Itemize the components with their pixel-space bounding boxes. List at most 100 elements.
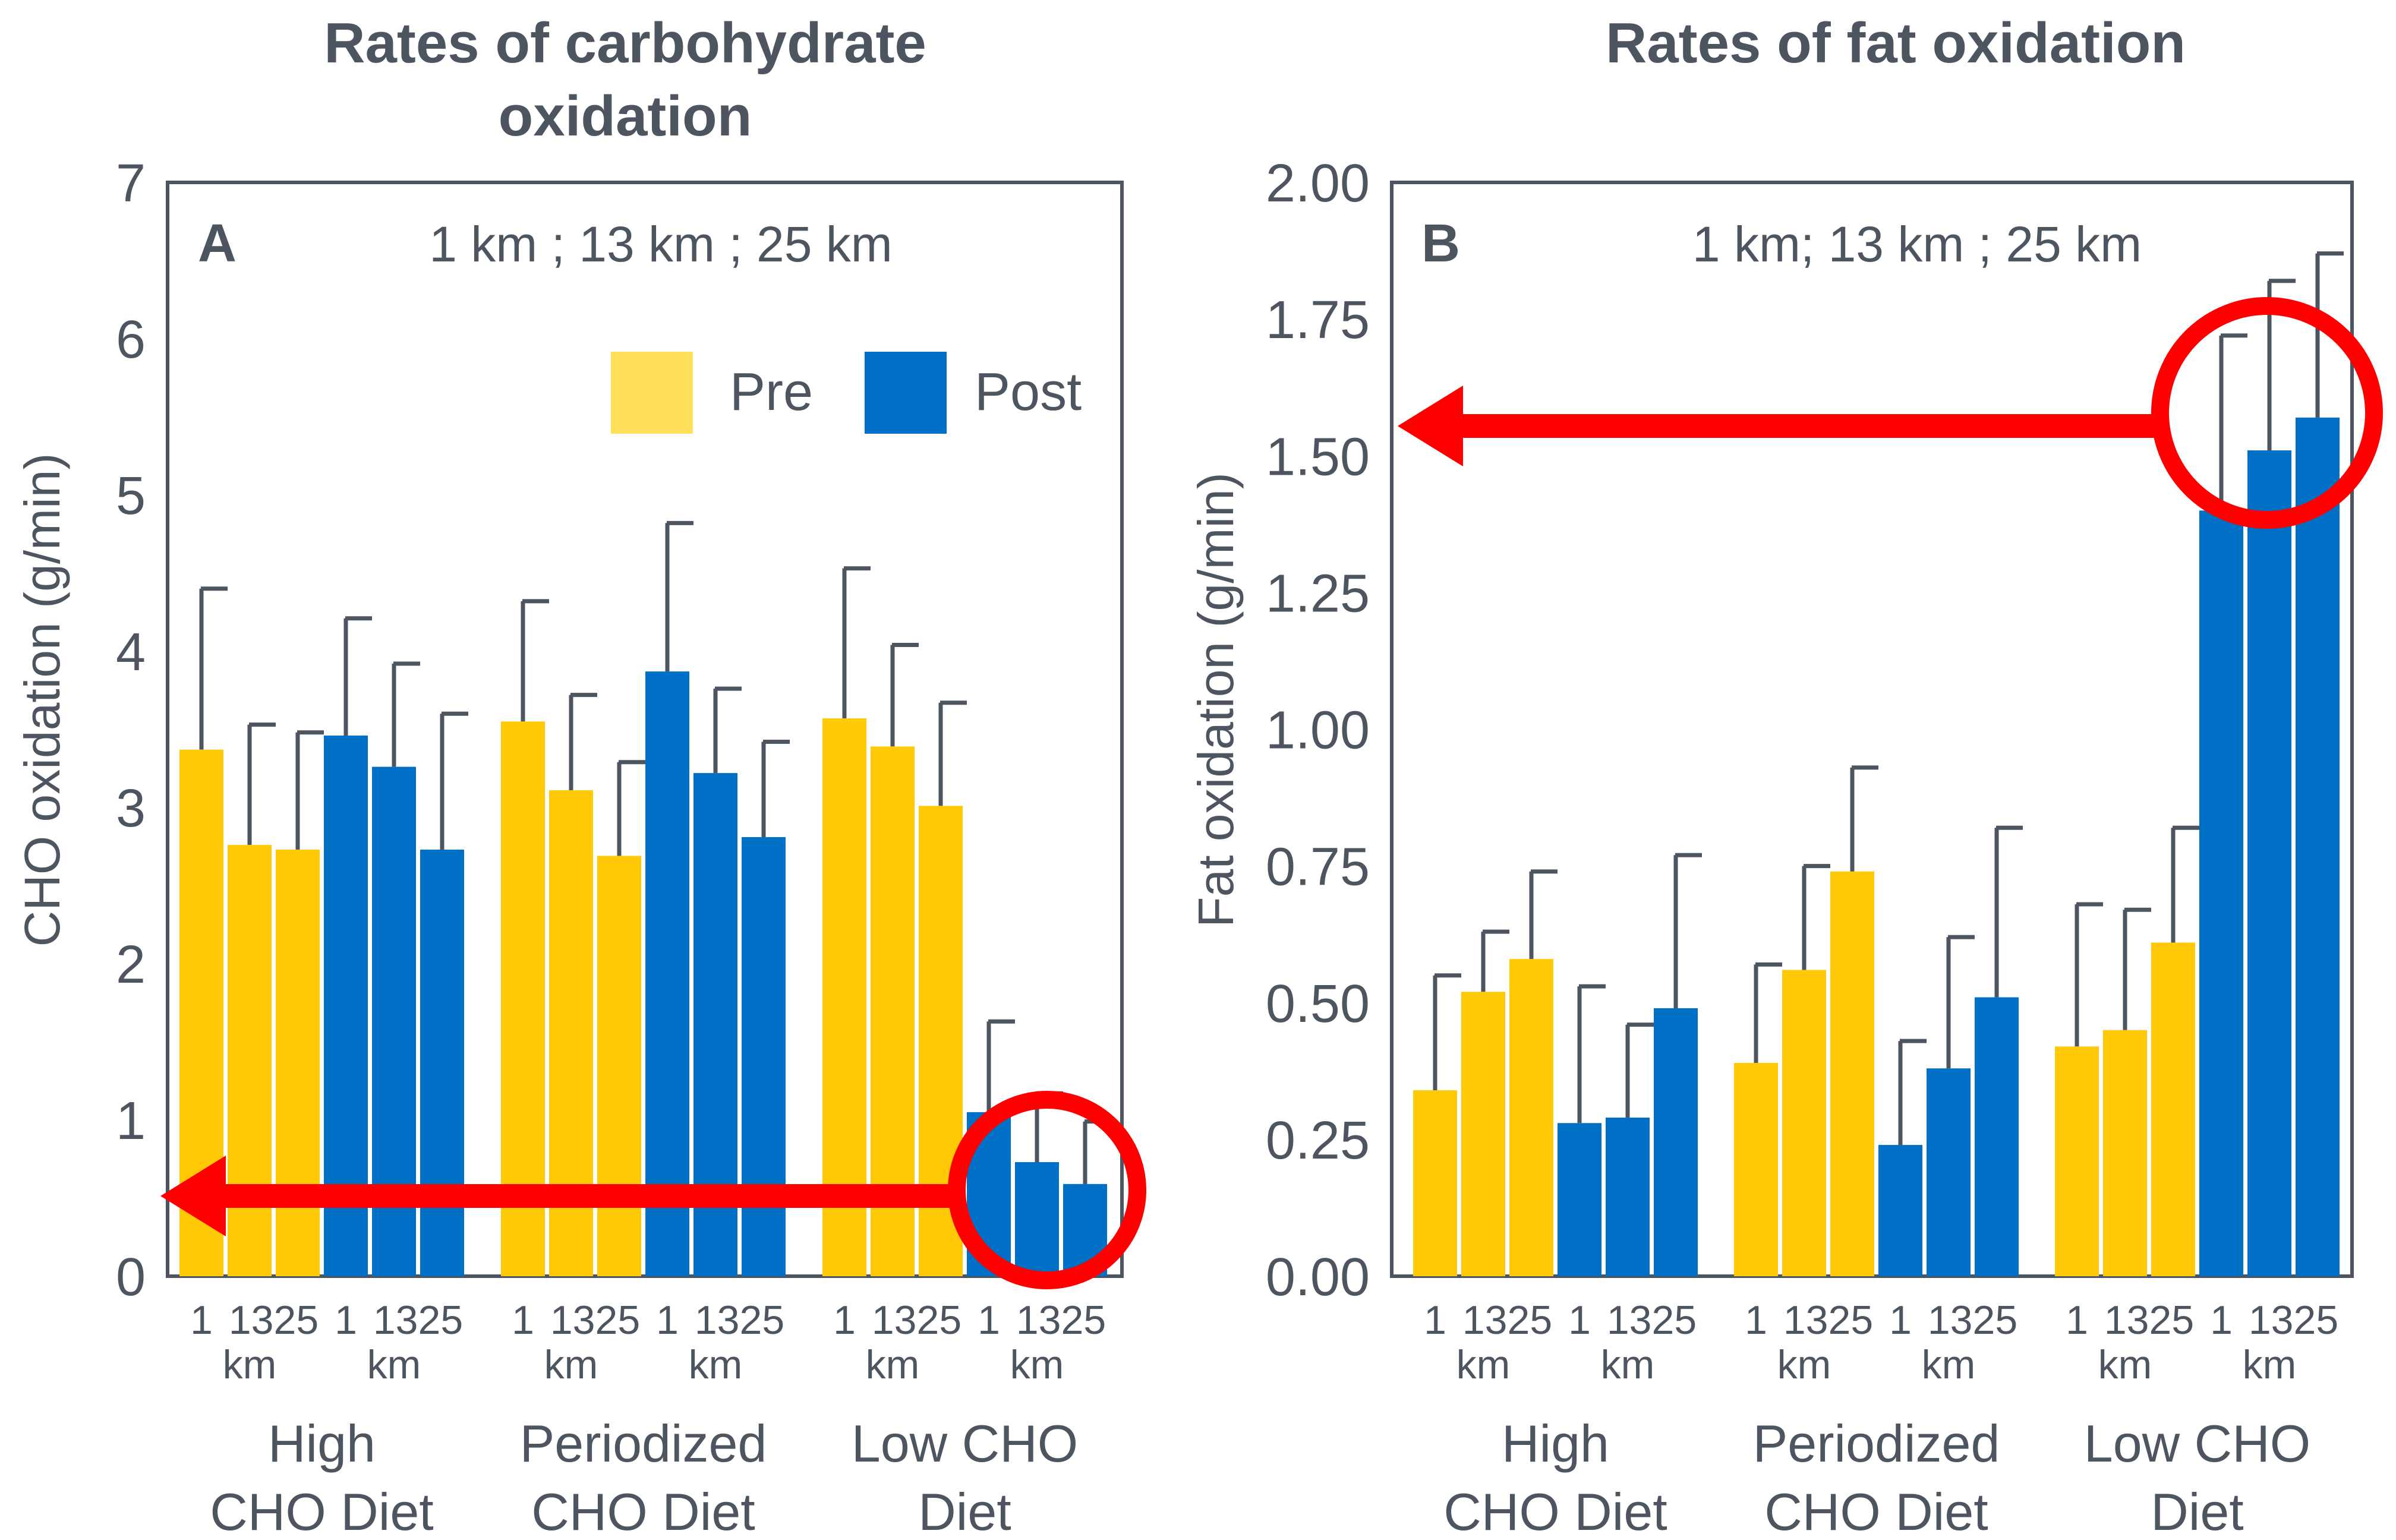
x-tick-label: 1325 bbox=[1462, 1298, 1552, 1343]
y-tick-label: 0 bbox=[116, 1248, 146, 1307]
y-tick-label: 6 bbox=[116, 310, 146, 370]
x-tick-unit: km bbox=[223, 1342, 277, 1387]
x-tick-unit: km bbox=[866, 1342, 920, 1387]
bar-post bbox=[1975, 997, 2019, 1276]
panel-b-letter: B bbox=[1421, 214, 1460, 273]
x-tick-unit: km bbox=[1601, 1342, 1655, 1387]
x-tick-label: 1 bbox=[833, 1298, 856, 1343]
bar-post bbox=[1015, 1162, 1059, 1276]
group-label: High bbox=[268, 1414, 376, 1473]
panel-b-title: Rates of fat oxidation bbox=[1606, 11, 2186, 75]
y-tick-label: 1.25 bbox=[1266, 564, 1370, 623]
panel-a-y-axis-label: CHO oxidation (g/min) bbox=[14, 453, 70, 947]
group-label: High bbox=[1502, 1414, 1609, 1473]
panel-b-fat-oxidation-chart: Rates of fat oxidation 0.00 0.25 0.50 0.75 1… bbox=[1188, 11, 2383, 1540]
x-tick-label: 1 bbox=[978, 1298, 1000, 1343]
group-label: Periodized bbox=[520, 1414, 767, 1473]
bar-pre bbox=[1734, 1063, 1778, 1276]
x-tick-label: 1 bbox=[335, 1298, 357, 1343]
x-tick-label: 1 bbox=[190, 1298, 213, 1343]
bar-post bbox=[2247, 450, 2291, 1277]
group-label: CHO Diet bbox=[210, 1482, 434, 1540]
panel-a-title-line-2: oxidation bbox=[499, 84, 752, 148]
x-tick-label: 1 bbox=[656, 1298, 679, 1343]
bar-pre bbox=[276, 850, 320, 1276]
bar-post bbox=[645, 671, 689, 1276]
y-tick-label: 0.50 bbox=[1266, 974, 1370, 1034]
bar-pre bbox=[1830, 871, 1874, 1276]
bar-pre bbox=[1509, 959, 1553, 1276]
x-tick-label: 1325 bbox=[1783, 1298, 1873, 1343]
panel-a-letter: A bbox=[198, 214, 237, 273]
group-label: Periodized bbox=[1753, 1414, 2000, 1473]
bar-pre bbox=[822, 718, 866, 1276]
group-label: Diet bbox=[2151, 1482, 2244, 1540]
y-tick-label: 0.25 bbox=[1266, 1111, 1370, 1170]
bar-post bbox=[1558, 1123, 1601, 1276]
x-tick-unit: km bbox=[2098, 1342, 2152, 1387]
y-tick-label: 2.00 bbox=[1266, 154, 1370, 213]
bar-pre bbox=[501, 721, 545, 1276]
x-tick-unit: km bbox=[367, 1342, 421, 1387]
x-tick-unit: km bbox=[689, 1342, 743, 1387]
highlight-arrow-head bbox=[1398, 386, 1463, 466]
y-tick-label: 0.75 bbox=[1266, 838, 1370, 897]
y-tick-label: 1.00 bbox=[1266, 701, 1370, 760]
x-tick-label: 1325 bbox=[229, 1298, 319, 1343]
x-tick-label: 1325 bbox=[695, 1298, 784, 1343]
bar-post bbox=[1927, 1068, 1971, 1276]
y-tick-label: 4 bbox=[116, 623, 146, 682]
x-tick-unit: km bbox=[1456, 1342, 1511, 1387]
bar-post bbox=[742, 837, 786, 1276]
y-tick-label: 7 bbox=[116, 154, 146, 213]
y-tick-label: 5 bbox=[116, 466, 146, 526]
x-tick-label: 1325 bbox=[373, 1298, 463, 1343]
legend-post-swatch bbox=[865, 352, 947, 434]
y-tick-label: 3 bbox=[116, 779, 146, 838]
panel-a-cho-oxidation-chart: Rates of carbohydrate oxidation 01234567… bbox=[14, 11, 1146, 1540]
x-tick-label: 1325 bbox=[1016, 1298, 1106, 1343]
panel-b-y-axis-label: Fat oxidation (g/min) bbox=[1188, 472, 1244, 927]
x-tick-unit: km bbox=[2243, 1342, 2297, 1387]
bar-pre bbox=[1461, 992, 1505, 1276]
panel-a-distances-note: 1 km ; 13 km ; 25 km bbox=[429, 216, 893, 272]
bar-pre bbox=[2151, 942, 2195, 1276]
bar-post bbox=[1878, 1145, 1922, 1276]
x-tick-label: 1325 bbox=[1928, 1298, 2017, 1343]
x-tick-unit: km bbox=[544, 1342, 598, 1387]
x-tick-label: 1 bbox=[1745, 1298, 1767, 1343]
panel-b-distances-note: 1 km; 13 km ; 25 km bbox=[1692, 216, 2142, 272]
x-tick-unit: km bbox=[1010, 1342, 1064, 1387]
bar-post bbox=[1654, 1008, 1698, 1276]
group-label: CHO Diet bbox=[1443, 1482, 1667, 1540]
legend: Pre Post bbox=[611, 352, 1082, 434]
y-tick-label: 1.50 bbox=[1266, 427, 1370, 487]
highlight-arrow-head bbox=[160, 1156, 226, 1236]
bar-pre bbox=[2055, 1046, 2099, 1276]
x-tick-label: 1325 bbox=[1607, 1298, 1697, 1343]
legend-pre-swatch bbox=[611, 352, 693, 434]
bar-post bbox=[420, 850, 464, 1276]
x-tick-label: 1 bbox=[2066, 1298, 2088, 1343]
x-tick-label: 1325 bbox=[550, 1298, 640, 1343]
group-label: CHO Diet bbox=[1764, 1482, 1988, 1540]
y-tick-label: 1 bbox=[116, 1091, 146, 1151]
group-label: Diet bbox=[918, 1482, 1011, 1540]
y-tick-label: 1.75 bbox=[1266, 291, 1370, 350]
x-tick-label: 1325 bbox=[2104, 1298, 2194, 1343]
highlight-circle bbox=[2151, 297, 2383, 529]
x-tick-label: 1 bbox=[1568, 1298, 1591, 1343]
bar-pre bbox=[1413, 1090, 1457, 1276]
x-tick-unit: km bbox=[1777, 1342, 1831, 1387]
y-tick-label: 2 bbox=[116, 935, 146, 995]
legend-post-label: Post bbox=[975, 362, 1082, 422]
x-tick-label: 1 bbox=[1424, 1298, 1446, 1343]
group-label: Low CHO bbox=[852, 1414, 1078, 1473]
bar-pre bbox=[1782, 970, 1826, 1276]
bar-post bbox=[2199, 510, 2243, 1276]
x-tick-unit: km bbox=[1922, 1342, 1976, 1387]
bar-pre bbox=[597, 856, 641, 1276]
x-tick-label: 1325 bbox=[872, 1298, 961, 1343]
bar-post bbox=[1606, 1118, 1650, 1276]
